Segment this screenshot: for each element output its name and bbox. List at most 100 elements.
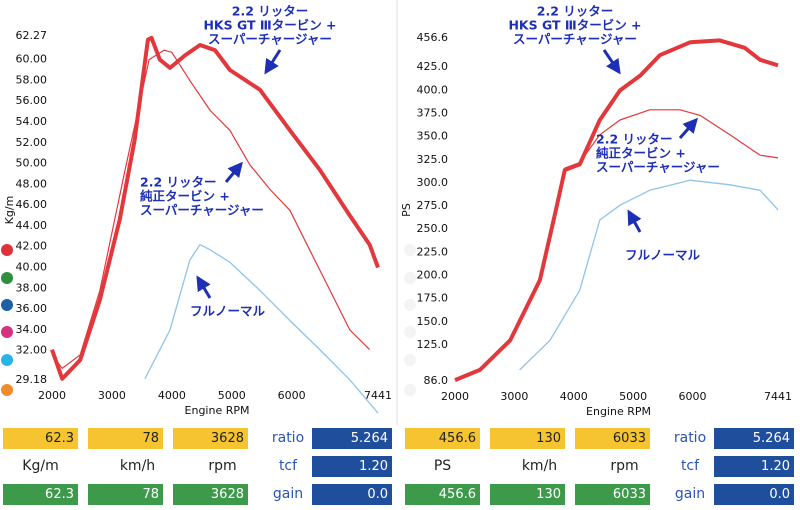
annotation: 2.2 リッター [537,4,614,19]
readout-bottom: 456.6 [405,484,480,505]
dot [404,299,416,311]
x-tick-label: 5000 [619,390,647,403]
readout-top: 456.6 [405,428,480,449]
annotation: 純正タービン + [596,146,686,161]
param-label: gain [272,486,304,502]
annotation: 2.2 リッター [596,132,673,147]
annotation: HKS GT Ⅲタービン + [508,18,641,33]
annotation: 2.2 リッター [232,4,309,19]
readout-bottom: 62.3 [3,484,78,505]
y-tick-label: 250.0 [417,222,449,235]
y-tick-label: 400.0 [417,83,449,96]
param-label: gain [674,486,706,502]
x-tick-label: 3000 [500,390,528,403]
y-tick-label: 52.00 [16,136,48,149]
arrows [196,49,698,299]
readout-top: 78 [88,428,163,449]
readout-top: 3628 [173,428,248,449]
param-label: ratio [673,430,707,446]
y-tick-label: 58.00 [16,73,48,86]
y-tick-label: 44.00 [16,219,48,232]
dot [404,384,416,396]
annotation: HKS GT Ⅲタービン + [203,18,336,33]
param-label: tcf [278,458,298,474]
y-tick-label: 42.00 [16,240,48,253]
series-line [51,49,371,369]
x-axis-label: Engine RPM [185,404,250,417]
arrow [627,209,642,233]
param-value: 1.20 [312,456,392,477]
x-tick-label: 2000 [441,390,469,403]
y-tick-label: 86.0 [424,374,449,387]
series-line [144,243,379,414]
param-label: ratio [271,430,305,446]
arrow [264,49,282,75]
dot [404,354,416,366]
y-tick-label: 300.0 [417,176,449,189]
annotation: フルノーマル [190,304,266,319]
series-line [454,38,779,382]
readout-bottom: 78 [88,484,163,505]
y-tick-label: 40.00 [16,261,48,274]
dot [404,326,416,338]
x-tick-label: 3000 [98,389,126,402]
y-tick-label: 375.0 [417,107,449,120]
y-tick-label: 350.0 [417,130,449,143]
y-tick-label: 36.00 [16,302,48,315]
annotation: スーパーチャージャー [513,32,637,47]
readout-bottom: 3628 [173,484,248,505]
y-tick-label: 54.00 [16,115,48,128]
param-label: tcf [680,458,700,474]
dot [1,326,13,338]
annotation: スーパーチャージャー [208,32,332,47]
status-dots [1,244,416,396]
dot [404,244,416,256]
dot [404,272,416,284]
y-tick-label: 325.0 [417,153,449,166]
x-tick-label: 6000 [678,390,706,403]
annotation: スーパーチャージャー [140,203,264,218]
readout-unit: Kg/m [22,458,59,474]
y-tick-label: 275.0 [417,199,449,212]
arrow [678,117,698,139]
param-value: 1.20 [714,456,794,477]
x-tick-label: 7441 [364,389,392,402]
dot [1,272,13,284]
x-axis-label: Engine RPM [586,405,651,418]
arrow [602,49,621,75]
dot [1,354,13,366]
plot-area [454,38,779,382]
readout-unit: rpm [610,458,639,474]
series-line [454,109,779,380]
y-tick-label: 46.00 [16,198,48,211]
plot-area [50,35,380,414]
readout-top: 62.3 [3,428,78,449]
x-tick-label: 4000 [560,390,588,403]
x-tick-label: 6000 [278,389,306,402]
y-tick-label: 34.00 [16,323,48,336]
y-axis-label: PS [400,203,413,217]
y-tick-label: 38.00 [16,281,48,294]
x-tick-label: 7441 [764,390,792,403]
charts: 62.27 60.00 58.00 56.00 54.00 52.00 50.00 48.00… [1,0,792,425]
readout-unit: PS [433,458,452,474]
x-tick-label: 5000 [218,389,246,402]
readout-top: 6033 [575,428,650,449]
y-axis-label: Kg/m [3,196,16,225]
dot [1,299,13,311]
y-tick-label: 29.18 [16,373,48,386]
y-tick-label: 175.0 [417,292,449,305]
y-tick-label: 456.6 [417,31,449,44]
readout-bottom: 6033 [575,484,650,505]
y-tick-label: 200.0 [417,268,449,281]
param-value: 5.264 [312,428,392,449]
readout-top: 130 [490,428,565,449]
y-tick-label: 425.0 [417,60,449,73]
dot [1,244,13,256]
y-tick-label: 56.00 [16,94,48,107]
annotation: フルノーマル [625,248,701,263]
x-tick-label: 4000 [158,389,186,402]
arrow [196,275,212,299]
y-tick-label: 60.00 [16,53,48,66]
